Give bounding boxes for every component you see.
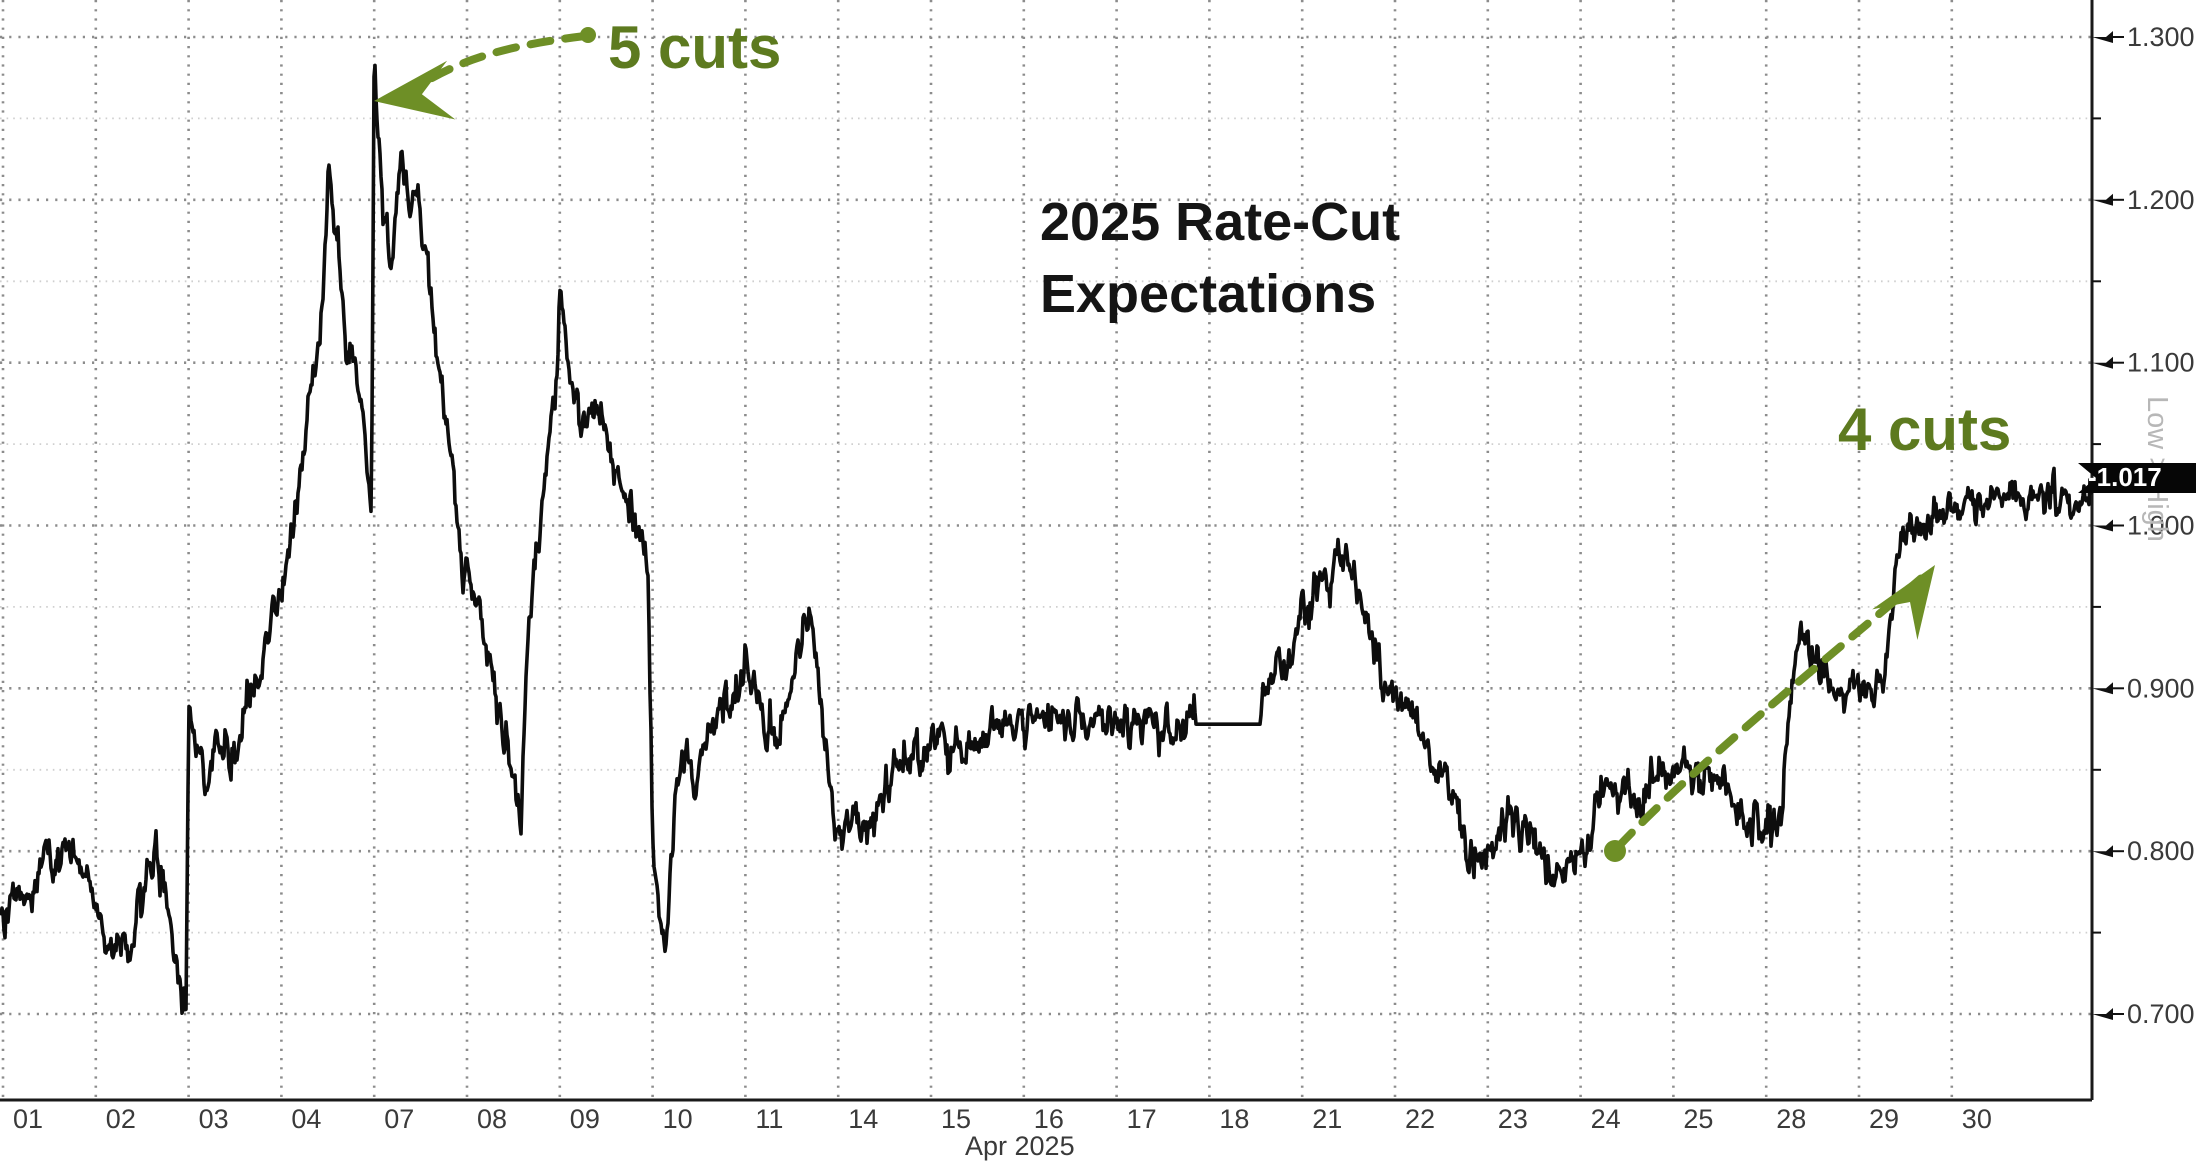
- svg-text:-1.017: -1.017: [2088, 462, 2162, 492]
- svg-text:Apr 2025: Apr 2025: [965, 1131, 1075, 1161]
- svg-text:09: 09: [570, 1104, 600, 1134]
- svg-text:24: 24: [1591, 1104, 1621, 1134]
- svg-text:2025 Rate-Cut: 2025 Rate-Cut: [1040, 192, 1400, 252]
- svg-text:0.800: 0.800: [2127, 836, 2195, 866]
- svg-text:01: 01: [13, 1104, 43, 1134]
- svg-text:30: 30: [1962, 1104, 1992, 1134]
- svg-text:11: 11: [755, 1104, 783, 1134]
- svg-text:1.100: 1.100: [2127, 348, 2195, 378]
- svg-text:0.900: 0.900: [2127, 673, 2195, 703]
- svg-text:04: 04: [291, 1104, 321, 1134]
- svg-text:21: 21: [1312, 1104, 1342, 1134]
- svg-text:22: 22: [1405, 1104, 1435, 1134]
- svg-text:25: 25: [1683, 1104, 1713, 1134]
- svg-text:4 cuts: 4 cuts: [1838, 396, 2011, 463]
- svg-text:08: 08: [477, 1104, 507, 1134]
- svg-text:Expectations: Expectations: [1040, 264, 1376, 324]
- svg-text:23: 23: [1498, 1104, 1528, 1134]
- svg-text:02: 02: [106, 1104, 136, 1134]
- svg-text:0.700: 0.700: [2127, 999, 2195, 1029]
- svg-text:17: 17: [1127, 1104, 1157, 1134]
- svg-text:1.300: 1.300: [2127, 22, 2195, 52]
- svg-text:5 cuts: 5 cuts: [608, 14, 781, 81]
- svg-text:29: 29: [1869, 1104, 1899, 1134]
- svg-text:1.200: 1.200: [2127, 185, 2195, 215]
- svg-text:15: 15: [941, 1104, 971, 1134]
- svg-text:18: 18: [1219, 1104, 1249, 1134]
- svg-text:07: 07: [384, 1104, 414, 1134]
- svg-text:28: 28: [1776, 1104, 1806, 1134]
- svg-text:14: 14: [848, 1104, 878, 1134]
- svg-text:16: 16: [1034, 1104, 1064, 1134]
- svg-text:10: 10: [663, 1104, 693, 1134]
- svg-text:03: 03: [199, 1104, 229, 1134]
